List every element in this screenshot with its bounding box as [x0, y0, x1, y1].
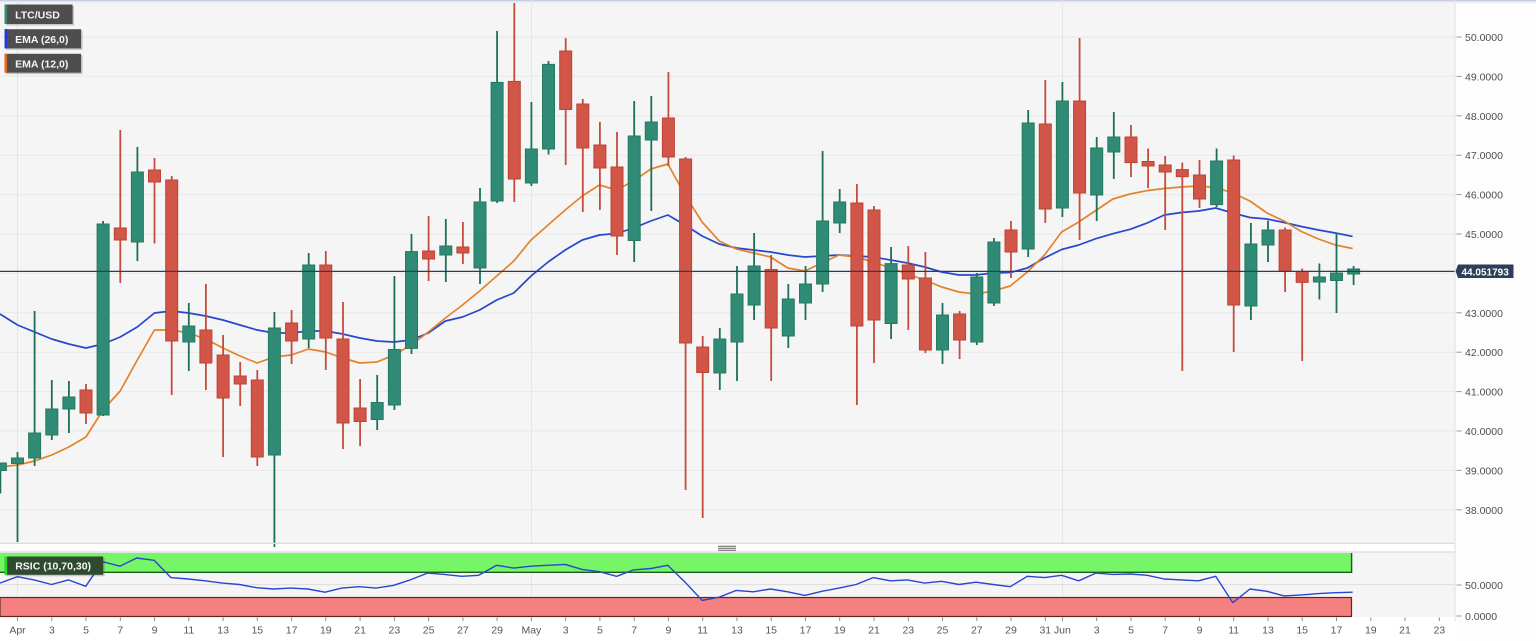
svg-text:48.0000: 48.0000	[1465, 111, 1503, 123]
svg-text:25: 25	[423, 625, 435, 637]
svg-text:EMA (26,0): EMA (26,0)	[15, 34, 68, 46]
svg-text:47.0000: 47.0000	[1465, 150, 1503, 162]
svg-text:19: 19	[1365, 625, 1377, 637]
svg-text:43.0000: 43.0000	[1465, 308, 1503, 320]
svg-text:LTC/USD: LTC/USD	[15, 9, 60, 21]
svg-text:EMA (12,0): EMA (12,0)	[15, 58, 68, 70]
svg-text:39.0000: 39.0000	[1465, 465, 1503, 477]
svg-text:25: 25	[937, 625, 949, 637]
svg-text:15: 15	[1296, 625, 1308, 637]
svg-text:19: 19	[320, 625, 332, 637]
svg-text:RSIC (10,70,30): RSIC (10,70,30)	[15, 561, 91, 573]
svg-text:17: 17	[1331, 625, 1343, 637]
svg-text:3: 3	[563, 625, 569, 637]
svg-text:40.0000: 40.0000	[1465, 426, 1503, 438]
svg-text:50.0000: 50.0000	[1465, 32, 1503, 44]
svg-text:29: 29	[491, 625, 503, 637]
svg-text:5: 5	[597, 625, 603, 637]
svg-text:38.0000: 38.0000	[1465, 505, 1503, 517]
svg-text:7: 7	[117, 625, 123, 637]
svg-text:9: 9	[665, 625, 671, 637]
svg-text:23: 23	[1433, 625, 1445, 637]
svg-text:0.0000: 0.0000	[1465, 611, 1497, 623]
svg-text:5: 5	[83, 625, 89, 637]
svg-text:41.0000: 41.0000	[1465, 387, 1503, 399]
svg-text:49.0000: 49.0000	[1465, 71, 1503, 83]
svg-text:27: 27	[971, 625, 983, 637]
svg-text:7: 7	[1162, 625, 1168, 637]
svg-text:17: 17	[800, 625, 812, 637]
svg-text:31: 31	[1039, 625, 1051, 637]
svg-text:23: 23	[389, 625, 401, 637]
svg-text:7: 7	[631, 625, 637, 637]
svg-text:11: 11	[697, 625, 708, 637]
svg-text:15: 15	[251, 625, 263, 637]
svg-text:21: 21	[868, 625, 880, 637]
svg-text:3: 3	[1094, 625, 1100, 637]
svg-text:May: May	[521, 625, 542, 637]
svg-text:Jun: Jun	[1054, 625, 1071, 637]
svg-text:11: 11	[1228, 625, 1239, 637]
svg-text:9: 9	[152, 625, 158, 637]
svg-text:3: 3	[49, 625, 55, 637]
svg-text:9: 9	[1197, 625, 1203, 637]
svg-text:13: 13	[731, 625, 743, 637]
svg-text:23: 23	[902, 625, 914, 637]
svg-text:27: 27	[457, 625, 469, 637]
svg-text:29: 29	[1005, 625, 1017, 637]
svg-text:Apr: Apr	[9, 625, 26, 637]
svg-text:13: 13	[1262, 625, 1274, 637]
svg-text:21: 21	[1399, 625, 1411, 637]
svg-text:45.0000: 45.0000	[1465, 229, 1503, 241]
svg-text:50.0000: 50.0000	[1465, 580, 1503, 592]
svg-text:5: 5	[1128, 625, 1134, 637]
svg-text:19: 19	[834, 625, 846, 637]
svg-text:17: 17	[286, 625, 298, 637]
svg-text:15: 15	[765, 625, 777, 637]
svg-text:11: 11	[183, 625, 194, 637]
svg-text:46.0000: 46.0000	[1465, 190, 1503, 202]
svg-text:44.051793: 44.051793	[1462, 267, 1510, 278]
svg-text:21: 21	[354, 625, 366, 637]
svg-text:13: 13	[217, 625, 229, 637]
svg-text:42.0000: 42.0000	[1465, 347, 1503, 359]
